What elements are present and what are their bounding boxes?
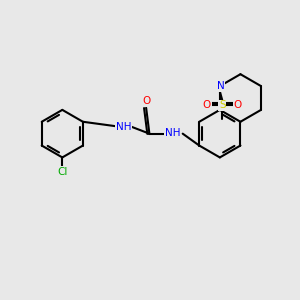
- Text: O: O: [202, 100, 211, 110]
- Text: NH: NH: [165, 128, 180, 138]
- Text: S: S: [219, 100, 226, 110]
- Text: N: N: [217, 81, 224, 91]
- Text: O: O: [142, 96, 150, 106]
- Text: Cl: Cl: [57, 167, 68, 177]
- Text: NH: NH: [116, 122, 132, 131]
- Text: O: O: [234, 100, 242, 110]
